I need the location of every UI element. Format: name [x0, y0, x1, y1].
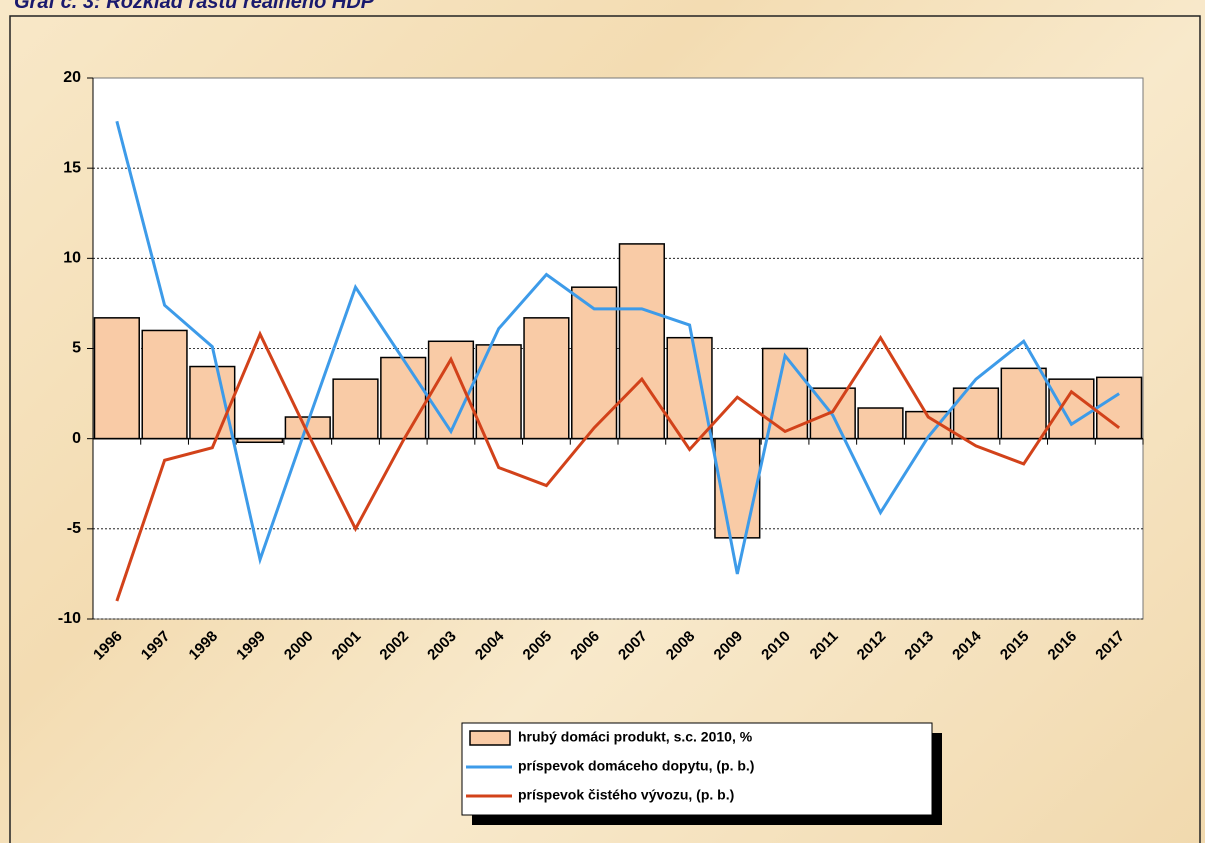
x-tick-label: 2007 [615, 628, 651, 664]
bar [523, 317, 570, 440]
line-series [115, 330, 1121, 602]
x-tick-label: 2013 [901, 628, 937, 664]
x-tick-label: 1999 [233, 628, 269, 664]
bar [189, 365, 236, 440]
x-tick-label: 2012 [854, 628, 890, 664]
x-tick-label: 2016 [1045, 628, 1081, 664]
legend-label: hrubý domáci produkt, s.c. 2010, % [518, 729, 753, 745]
frame [9, 15, 1201, 843]
x-tick-label: 2002 [376, 628, 412, 664]
bar [1000, 367, 1047, 440]
chart-title: Graf č. 3: Rozklad rastu reálneho HDP [14, 0, 375, 13]
x-tick-label: 2008 [663, 628, 699, 664]
y-tick-label: 10 [63, 250, 81, 267]
y-tick-label: 20 [63, 69, 81, 86]
legend-label: príspevok čistého vývozu, (p. b.) [518, 787, 734, 803]
y-tick-label: 5 [72, 340, 81, 357]
x-tick-label: 2010 [758, 628, 794, 664]
bar [1096, 376, 1143, 440]
bar [1048, 378, 1095, 440]
x-tick-label: 1996 [90, 628, 126, 664]
x-tick-label: 1997 [138, 628, 174, 664]
x-tick-label: 2014 [949, 627, 985, 663]
x-tick-label: 2009 [711, 628, 747, 664]
bar [618, 243, 665, 440]
x-tick-label: 2000 [281, 628, 317, 664]
legend-swatch [469, 730, 511, 746]
bar [93, 317, 140, 440]
bar [714, 437, 761, 539]
bar [857, 407, 904, 440]
y-tick-label: 15 [63, 159, 81, 176]
y-tick-label: -5 [67, 520, 81, 537]
bar [380, 356, 427, 440]
y-tick-label: -10 [58, 610, 81, 627]
x-tick-label: 2004 [472, 627, 508, 663]
legend [461, 722, 933, 816]
x-tick-label: 2003 [424, 628, 460, 664]
x-tick-label: 2006 [567, 628, 603, 664]
x-tick-label: 2017 [1092, 628, 1128, 664]
x-tick-label: 2015 [997, 628, 1033, 664]
bar [332, 378, 379, 440]
legend-label: príspevok domáceho dopytu, (p. b.) [518, 758, 754, 774]
x-tick-label: 2001 [329, 628, 365, 664]
y-tick-label: 0 [72, 430, 81, 447]
x-tick-label: 2005 [520, 628, 556, 664]
bar [666, 336, 713, 440]
bar [141, 329, 188, 440]
bar [427, 340, 475, 440]
x-tick-label: 2011 [807, 628, 842, 663]
line-series [115, 120, 1120, 575]
x-tick-label: 1998 [186, 628, 222, 664]
